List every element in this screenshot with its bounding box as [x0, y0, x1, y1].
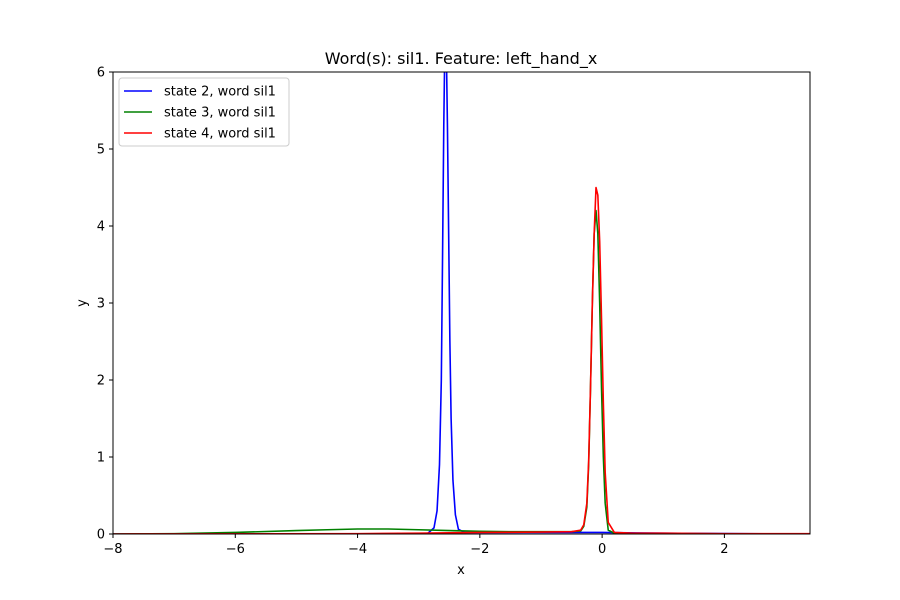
x-tick-label: −4	[348, 542, 367, 557]
chart-title: Word(s): sil1. Feature: left_hand_x	[325, 49, 598, 69]
x-tick-label: −6	[226, 542, 245, 557]
y-axis-ticks: 0 1 2 3 4 5 6	[97, 66, 113, 543]
legend-label-1: state 2, word sil1	[164, 85, 276, 100]
y-tick-label: 3	[97, 297, 105, 312]
y-tick-label: 4	[97, 220, 105, 235]
y-tick-label: 2	[97, 374, 105, 389]
x-tick-label: 0	[598, 542, 606, 557]
x-tick-label: −2	[470, 542, 489, 557]
x-tick-label: 2	[720, 542, 728, 557]
y-tick-label: 0	[97, 528, 105, 543]
y-tick-label: 6	[97, 66, 105, 81]
series-line-2	[113, 209, 810, 534]
y-axis-label: y	[75, 299, 90, 307]
x-axis-label: x	[457, 563, 465, 578]
legend-box	[118, 77, 290, 147]
legend-label-2: state 3, word sil1	[164, 106, 276, 121]
series-line-3	[113, 186, 810, 534]
y-tick-label: 5	[97, 143, 105, 158]
y-tick-label: 1	[97, 451, 105, 466]
legend: state 2, word sil1 state 3, word sil1 stat…	[118, 77, 290, 147]
x-tick-label: −8	[103, 542, 122, 557]
legend-label-3: state 4, word sil1	[164, 127, 276, 142]
plot-lines	[113, 72, 810, 534]
x-axis-ticks: −8 −6 −4 −2 0 2	[103, 534, 729, 557]
